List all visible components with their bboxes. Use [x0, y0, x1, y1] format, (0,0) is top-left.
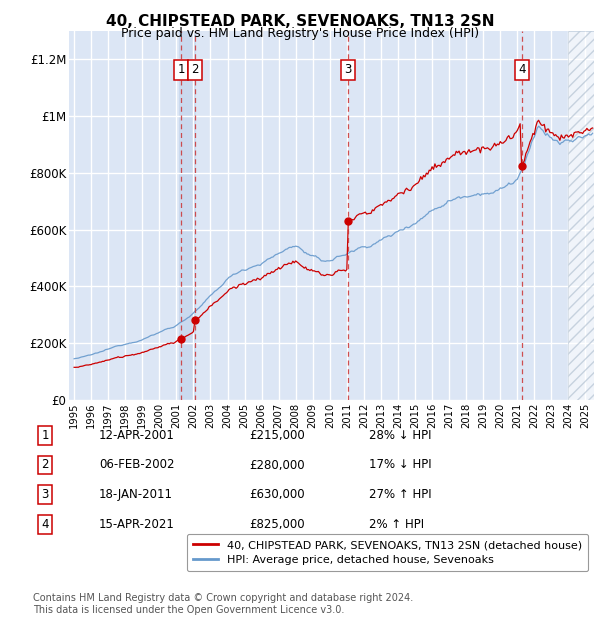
- Text: £630,000: £630,000: [249, 489, 305, 501]
- Text: 2: 2: [41, 459, 49, 471]
- Text: 4: 4: [41, 518, 49, 531]
- Text: 06-FEB-2002: 06-FEB-2002: [99, 459, 175, 471]
- Legend: 40, CHIPSTEAD PARK, SEVENOAKS, TN13 2SN (detached house), HPI: Average price, de: 40, CHIPSTEAD PARK, SEVENOAKS, TN13 2SN …: [187, 534, 589, 572]
- Text: £215,000: £215,000: [249, 429, 305, 441]
- Bar: [568, 31, 600, 400]
- Text: 4: 4: [518, 63, 526, 76]
- Text: 3: 3: [41, 489, 49, 501]
- Text: 40, CHIPSTEAD PARK, SEVENOAKS, TN13 2SN: 40, CHIPSTEAD PARK, SEVENOAKS, TN13 2SN: [106, 14, 494, 29]
- Text: 12-APR-2001: 12-APR-2001: [99, 429, 175, 441]
- Text: 3: 3: [344, 63, 352, 76]
- Text: Contains HM Land Registry data © Crown copyright and database right 2024.
This d: Contains HM Land Registry data © Crown c…: [33, 593, 413, 615]
- Text: 2% ↑ HPI: 2% ↑ HPI: [369, 518, 424, 531]
- Text: £280,000: £280,000: [249, 459, 305, 471]
- Text: 15-APR-2021: 15-APR-2021: [99, 518, 175, 531]
- Text: 18-JAN-2011: 18-JAN-2011: [99, 489, 173, 501]
- Text: Price paid vs. HM Land Registry's House Price Index (HPI): Price paid vs. HM Land Registry's House …: [121, 27, 479, 40]
- Text: 27% ↑ HPI: 27% ↑ HPI: [369, 489, 431, 501]
- Text: 28% ↓ HPI: 28% ↓ HPI: [369, 429, 431, 441]
- Text: 1: 1: [178, 63, 185, 76]
- Text: 2: 2: [191, 63, 199, 76]
- Text: 17% ↓ HPI: 17% ↓ HPI: [369, 459, 431, 471]
- Text: £825,000: £825,000: [249, 518, 305, 531]
- Bar: [179, 31, 196, 400]
- Text: 1: 1: [41, 429, 49, 441]
